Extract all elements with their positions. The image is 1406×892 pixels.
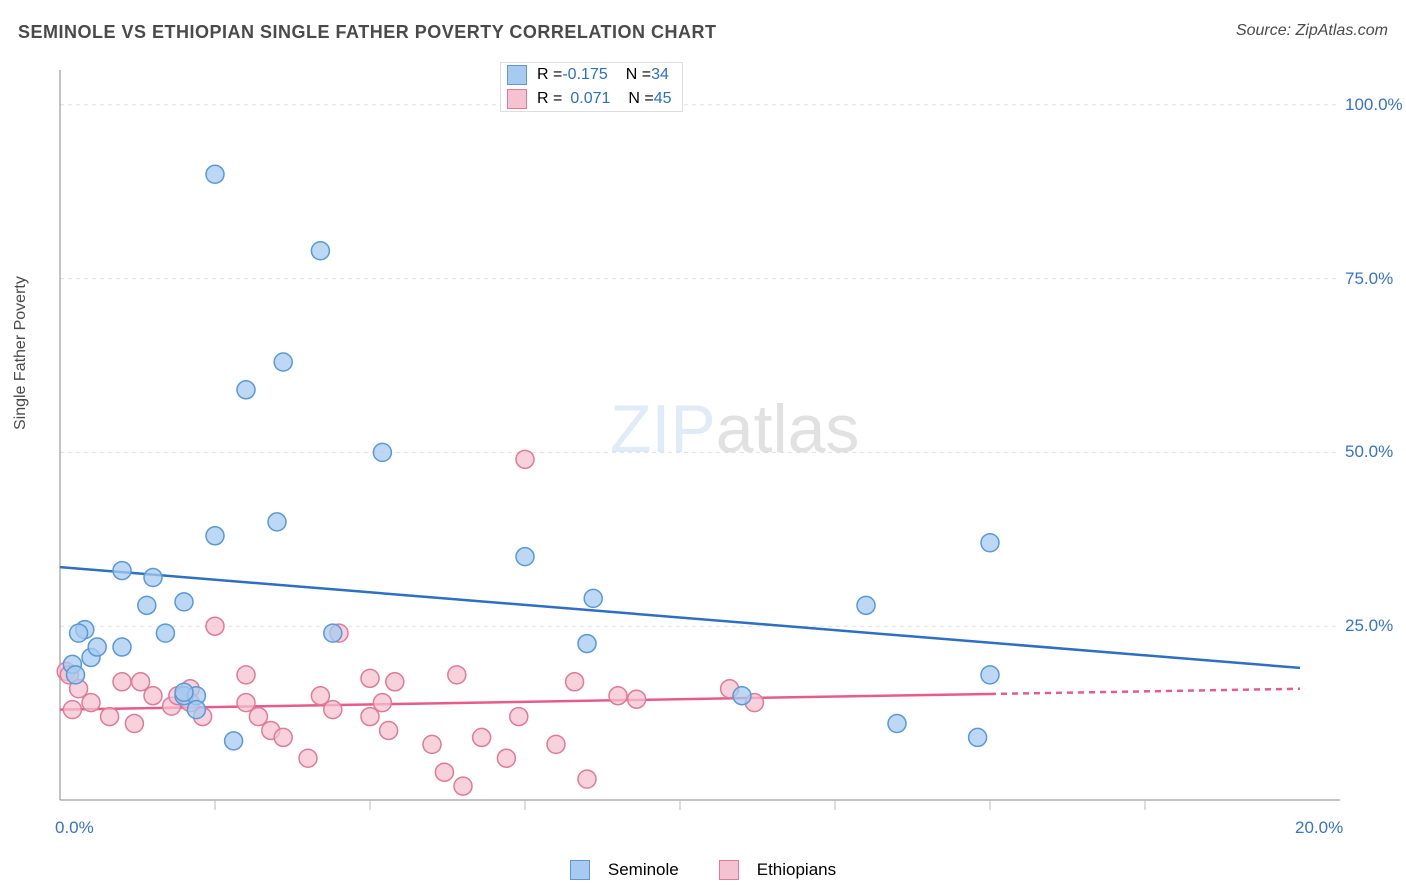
- point-ethiopians: [144, 687, 162, 705]
- trendline-seminole: [60, 567, 1300, 668]
- point-ethiopians: [63, 701, 81, 719]
- point-seminole: [175, 593, 193, 611]
- point-ethiopians: [113, 673, 131, 691]
- point-ethiopians: [82, 694, 100, 712]
- point-ethiopians: [373, 694, 391, 712]
- r-label-seminole: R =: [537, 66, 562, 84]
- legend-item-seminole: Seminole: [570, 860, 679, 880]
- legend-swatch-seminole-bottom: [570, 860, 590, 880]
- point-seminole: [584, 589, 602, 607]
- point-seminole: [888, 715, 906, 733]
- point-seminole: [88, 638, 106, 656]
- y-tick-label: 75.0%: [1345, 269, 1393, 289]
- point-ethiopians: [237, 666, 255, 684]
- point-seminole: [324, 624, 342, 642]
- n-value-seminole: 34: [651, 66, 669, 84]
- chart-title: SEMINOLE VS ETHIOPIAN SINGLE FATHER POVE…: [18, 22, 717, 43]
- source-label: Source: ZipAtlas.com: [1236, 22, 1388, 40]
- point-seminole: [138, 596, 156, 614]
- n-value-ethiopians: 45: [654, 90, 672, 108]
- scatter-plot-svg: [50, 60, 1350, 820]
- point-seminole: [70, 624, 88, 642]
- point-ethiopians: [609, 687, 627, 705]
- correlation-legend: R = -0.175 N = 34 R = 0.071 N = 45: [500, 62, 683, 112]
- point-ethiopians: [516, 450, 534, 468]
- point-seminole: [175, 683, 193, 701]
- point-seminole: [969, 728, 987, 746]
- series-legend: Seminole Ethiopians: [0, 860, 1406, 880]
- point-ethiopians: [206, 617, 224, 635]
- point-seminole: [981, 666, 999, 684]
- y-tick-label: 50.0%: [1345, 442, 1393, 462]
- point-seminole: [268, 513, 286, 531]
- r-value-ethiopians: 0.071: [562, 90, 610, 108]
- legend-swatch-ethiopians-bottom: [719, 860, 739, 880]
- n-label-seminole: N =: [626, 66, 651, 84]
- point-ethiopians: [435, 763, 453, 781]
- chart-container: SEMINOLE VS ETHIOPIAN SINGLE FATHER POVE…: [0, 0, 1406, 892]
- point-seminole: [67, 666, 85, 684]
- point-seminole: [113, 638, 131, 656]
- point-seminole: [113, 562, 131, 580]
- point-seminole: [311, 242, 329, 260]
- point-ethiopians: [101, 708, 119, 726]
- point-seminole: [516, 548, 534, 566]
- point-ethiopians: [547, 735, 565, 753]
- point-ethiopians: [380, 721, 398, 739]
- point-ethiopians: [448, 666, 466, 684]
- point-seminole: [237, 381, 255, 399]
- trendline-ethiopians-dashed: [990, 689, 1300, 694]
- y-tick-label: 25.0%: [1345, 616, 1393, 636]
- point-seminole: [187, 701, 205, 719]
- legend-label-seminole: Seminole: [608, 860, 679, 880]
- point-seminole: [733, 687, 751, 705]
- point-seminole: [144, 569, 162, 587]
- point-ethiopians: [386, 673, 404, 691]
- n-label-ethiopians: N =: [628, 90, 653, 108]
- r-label-ethiopians: R =: [537, 90, 562, 108]
- point-ethiopians: [578, 770, 596, 788]
- legend-swatch-ethiopians: [507, 89, 527, 109]
- point-seminole: [206, 165, 224, 183]
- point-seminole: [206, 527, 224, 545]
- point-ethiopians: [299, 749, 317, 767]
- point-seminole: [981, 534, 999, 552]
- point-seminole: [274, 353, 292, 371]
- legend-label-ethiopians: Ethiopians: [757, 860, 836, 880]
- point-ethiopians: [510, 708, 528, 726]
- legend-item-ethiopians: Ethiopians: [719, 860, 836, 880]
- point-ethiopians: [361, 669, 379, 687]
- legend-row-seminole: R = -0.175 N = 34: [501, 63, 682, 87]
- y-tick-label: 100.0%: [1345, 95, 1403, 115]
- point-ethiopians: [473, 728, 491, 746]
- plot-area: ZIPatlas R = -0.175 N = 34 R = 0.071 N =…: [50, 60, 1350, 820]
- point-seminole: [373, 443, 391, 461]
- point-ethiopians: [454, 777, 472, 795]
- point-seminole: [156, 624, 174, 642]
- point-seminole: [225, 732, 243, 750]
- r-value-seminole: -0.175: [562, 66, 607, 84]
- x-min-label: 0.0%: [55, 818, 94, 838]
- y-axis-label: Single Father Poverty: [12, 276, 30, 430]
- point-ethiopians: [274, 728, 292, 746]
- point-seminole: [578, 635, 596, 653]
- point-ethiopians: [324, 701, 342, 719]
- point-seminole: [857, 596, 875, 614]
- x-max-label: 20.0%: [1295, 818, 1343, 838]
- point-ethiopians: [628, 690, 646, 708]
- legend-swatch-seminole: [507, 65, 527, 85]
- point-ethiopians: [423, 735, 441, 753]
- legend-row-ethiopians: R = 0.071 N = 45: [501, 87, 682, 111]
- point-ethiopians: [497, 749, 515, 767]
- point-ethiopians: [566, 673, 584, 691]
- point-ethiopians: [125, 715, 143, 733]
